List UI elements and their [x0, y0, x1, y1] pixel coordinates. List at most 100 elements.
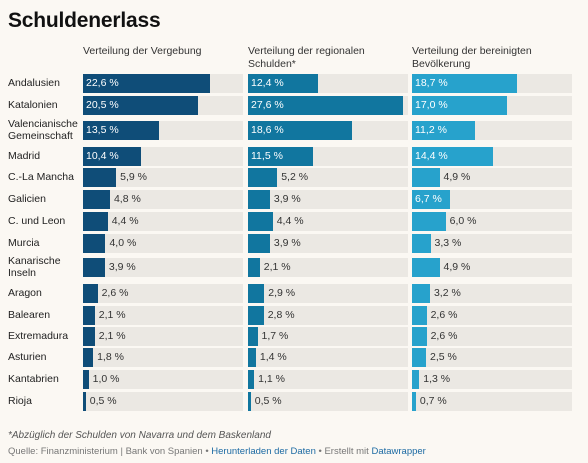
bar-track: 2,8 % — [248, 306, 408, 325]
value-label: 3,2 % — [433, 287, 461, 299]
category-label: Rioja — [8, 394, 32, 407]
value-label: 1,4 % — [259, 351, 287, 363]
value-label: 0,7 % — [419, 395, 447, 407]
bar-track: 0,5 % — [83, 392, 243, 411]
bar-track: 6,7 % — [412, 190, 572, 209]
value-label: 27,6 % — [251, 99, 284, 111]
value-label: 3,9 % — [273, 193, 301, 205]
chart-title: Schuldenerlass — [8, 9, 161, 32]
bar — [412, 370, 420, 389]
bar-track: 2,5 % — [412, 348, 572, 367]
bar — [248, 306, 264, 325]
bar-track: 3,9 % — [248, 234, 408, 253]
value-label: 3,9 % — [108, 261, 136, 273]
value-label: 2,5 % — [430, 351, 457, 363]
bar — [412, 306, 427, 325]
value-label: 2,6 % — [101, 287, 129, 299]
bar — [412, 348, 427, 367]
bar-track: 1,7 % — [248, 327, 408, 346]
bar — [248, 147, 313, 166]
value-label: 2,9 % — [268, 287, 296, 299]
bar-track: 2,6 % — [412, 327, 572, 346]
category-label: Asturien — [8, 350, 47, 363]
bar — [248, 74, 318, 93]
bar-track: 3,9 % — [248, 190, 408, 209]
bar-track: 4,9 % — [412, 258, 572, 277]
value-label: 20,5 % — [86, 99, 119, 111]
bar — [412, 234, 431, 253]
bar-track: 1,3 % — [412, 370, 572, 389]
bar — [248, 234, 270, 253]
category-label: Andalusien — [8, 76, 60, 89]
value-label: 12,4 % — [251, 77, 284, 89]
value-label: 2,1 % — [98, 309, 126, 321]
bar — [248, 348, 256, 367]
value-label: 5,2 % — [281, 171, 309, 183]
bar-track: 0,7 % — [412, 392, 572, 411]
bar-track: 13,5 % — [83, 121, 243, 140]
bar — [83, 121, 159, 140]
bar — [83, 190, 110, 209]
category-label: Murcia — [8, 236, 40, 249]
bar-track: 3,9 % — [83, 258, 243, 277]
bar-track: 4,0 % — [83, 234, 243, 253]
datawrapper-link[interactable]: Datawrapper — [371, 446, 426, 457]
bar — [248, 370, 255, 389]
bar — [412, 168, 440, 187]
bar-track: 1,4 % — [248, 348, 408, 367]
bar — [83, 327, 95, 346]
value-label: 6,0 % — [449, 215, 477, 227]
bar — [83, 284, 98, 303]
bar-track: 10,4 % — [83, 147, 243, 166]
value-label: 4,4 % — [276, 215, 304, 227]
value-label: 4,9 % — [443, 171, 471, 183]
download-data-link[interactable]: Herunterladen der Daten — [211, 446, 316, 457]
value-label: 4,0 % — [109, 237, 137, 249]
bar — [248, 190, 270, 209]
value-label: 2,6 % — [430, 309, 458, 321]
bar — [83, 234, 106, 253]
value-label: 1,8 % — [97, 351, 124, 363]
bar — [83, 258, 105, 277]
value-label: 1,7 % — [261, 330, 289, 342]
category-label: Katalonien — [8, 98, 58, 111]
bar — [412, 121, 475, 140]
category-label: Kanarische Inseln — [8, 255, 61, 279]
bar-track: 20,5 % — [83, 96, 243, 115]
bar-track: 4,9 % — [412, 168, 572, 187]
bar-track: 18,7 % — [412, 74, 572, 93]
bar-track: 17,0 % — [412, 96, 572, 115]
value-label: 1,1 % — [258, 373, 286, 385]
column-header-2: Verteilung der regionalen Schulden* — [248, 45, 365, 70]
bar-track: 2,6 % — [83, 284, 243, 303]
bar — [248, 327, 258, 346]
bar — [412, 327, 427, 346]
bar-track: 3,2 % — [412, 284, 572, 303]
bar — [412, 392, 416, 411]
bar — [248, 258, 260, 277]
category-label: Extremadura — [8, 329, 69, 342]
bar — [83, 392, 86, 411]
bar — [83, 96, 199, 115]
source-line: Quelle: Finanzministerium | Bank von Spa… — [8, 446, 426, 457]
value-label: 17,0 % — [415, 99, 448, 111]
bar — [412, 212, 446, 231]
category-label: Galicien — [8, 192, 46, 205]
value-label: 13,5 % — [86, 124, 119, 136]
bar — [412, 190, 450, 209]
bar-track: 27,6 % — [248, 96, 408, 115]
source-text: Quelle: Finanzministerium | Bank von Spa… — [8, 446, 212, 457]
bar-track: 2,1 % — [83, 306, 243, 325]
bar — [83, 212, 108, 231]
value-label: 18,6 % — [251, 124, 284, 136]
bar-track: 11,5 % — [248, 147, 408, 166]
bar — [248, 392, 251, 411]
bar — [83, 168, 117, 187]
category-label: Balearen — [8, 308, 51, 321]
bar-track: 2,9 % — [248, 284, 408, 303]
bar-track: 2,6 % — [412, 306, 572, 325]
bar-track: 11,2 % — [412, 121, 572, 140]
category-label: Madrid — [8, 149, 41, 162]
bar-track: 4,8 % — [83, 190, 243, 209]
category-label: C.-La Mancha — [8, 170, 74, 183]
